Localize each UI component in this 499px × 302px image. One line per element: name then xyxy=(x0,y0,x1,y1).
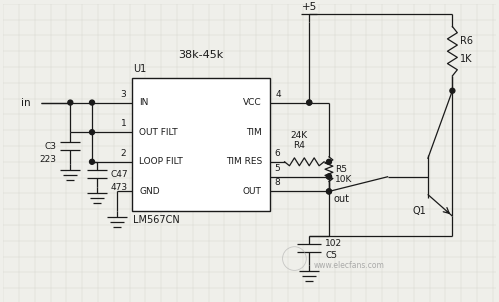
Text: 24K: 24K xyxy=(291,131,308,140)
Circle shape xyxy=(326,189,331,194)
Circle shape xyxy=(326,159,331,164)
Text: C3: C3 xyxy=(44,143,56,152)
Circle shape xyxy=(326,174,331,179)
Text: 5: 5 xyxy=(275,164,280,173)
Text: OUT FILT: OUT FILT xyxy=(139,128,178,137)
Circle shape xyxy=(68,100,73,105)
Text: C47: C47 xyxy=(111,170,128,179)
Text: in: in xyxy=(21,98,30,108)
Text: 6: 6 xyxy=(275,149,280,158)
Text: TIM RES: TIM RES xyxy=(226,157,262,166)
Text: IN: IN xyxy=(139,98,149,107)
Text: 1: 1 xyxy=(121,119,126,128)
Bar xyxy=(132,78,270,211)
Text: Q1: Q1 xyxy=(413,206,427,216)
Text: R6: R6 xyxy=(460,36,473,46)
Text: out: out xyxy=(334,194,350,204)
Text: www.elecfans.com: www.elecfans.com xyxy=(313,261,384,270)
Text: +5: +5 xyxy=(301,2,317,12)
Circle shape xyxy=(89,130,94,135)
Text: 10K: 10K xyxy=(335,175,352,184)
Text: 1K: 1K xyxy=(460,54,473,64)
Text: GND: GND xyxy=(139,187,160,196)
Text: C5: C5 xyxy=(325,251,337,260)
Circle shape xyxy=(307,100,312,105)
Text: TIM: TIM xyxy=(246,128,262,137)
Text: R5: R5 xyxy=(335,165,347,174)
Text: OUT: OUT xyxy=(243,187,262,196)
Text: U1: U1 xyxy=(134,64,147,74)
Text: LOOP FILT: LOOP FILT xyxy=(139,157,183,166)
Text: LM567CN: LM567CN xyxy=(134,215,180,225)
Text: 2: 2 xyxy=(121,149,126,158)
Text: 38k-45k: 38k-45k xyxy=(178,50,223,60)
Text: 223: 223 xyxy=(39,155,56,164)
Text: 473: 473 xyxy=(111,183,128,192)
Circle shape xyxy=(326,174,331,179)
Text: VCC: VCC xyxy=(243,98,262,107)
Circle shape xyxy=(450,88,455,93)
Text: 4: 4 xyxy=(275,90,281,99)
Text: 102: 102 xyxy=(325,239,342,248)
Text: 8: 8 xyxy=(275,178,280,188)
Text: R4: R4 xyxy=(293,141,305,150)
Circle shape xyxy=(89,100,94,105)
Circle shape xyxy=(326,189,331,194)
Text: 3: 3 xyxy=(121,90,126,99)
Circle shape xyxy=(89,159,94,164)
Circle shape xyxy=(307,100,312,105)
